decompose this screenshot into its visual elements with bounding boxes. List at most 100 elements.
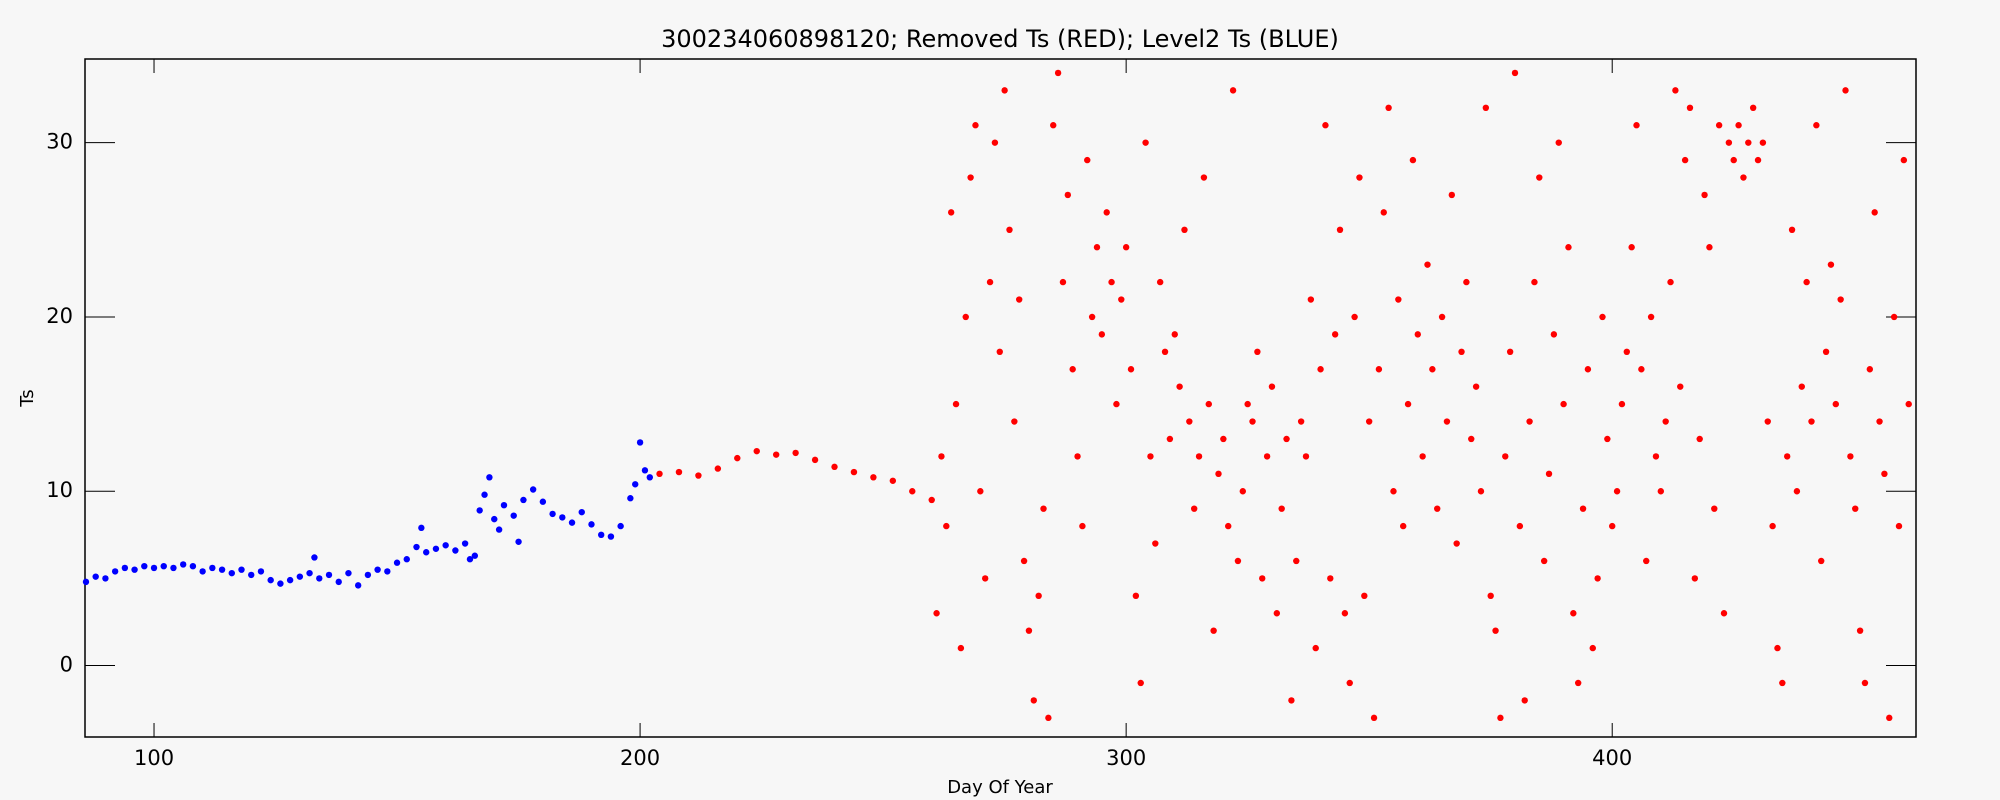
point: [1040, 505, 1047, 512]
point: [986, 278, 994, 286]
point: [1866, 366, 1874, 373]
point: [1190, 505, 1198, 512]
point: [1502, 453, 1509, 460]
point: [714, 465, 722, 472]
point: [1477, 488, 1485, 495]
point: [500, 501, 508, 509]
point: [972, 122, 979, 129]
point: [1351, 313, 1358, 321]
point: [316, 575, 323, 582]
point: [588, 521, 595, 528]
point: [423, 549, 430, 556]
point: [1886, 714, 1893, 722]
point: [1803, 278, 1810, 286]
point: [374, 566, 381, 573]
point: [1574, 679, 1582, 687]
point: [1837, 296, 1844, 303]
point: [1453, 540, 1460, 547]
point: [1152, 540, 1159, 547]
point: [1623, 348, 1630, 356]
point: [432, 545, 440, 552]
point: [1020, 557, 1028, 565]
point: [1725, 139, 1733, 146]
point: [1108, 278, 1115, 286]
point: [306, 569, 313, 577]
point: [1118, 296, 1125, 303]
point: [1045, 714, 1052, 722]
point: [627, 495, 634, 502]
point: [977, 488, 984, 495]
point: [1822, 348, 1830, 356]
y-tick-label: 20: [46, 304, 73, 328]
point: [520, 496, 527, 504]
point: [1297, 418, 1305, 425]
point: [1132, 592, 1140, 600]
point: [1818, 557, 1825, 565]
point: [549, 510, 556, 518]
point: [1365, 418, 1373, 425]
point: [1657, 488, 1665, 495]
x-tick-label: 400: [1592, 746, 1632, 770]
point: [1205, 400, 1212, 408]
point: [1239, 488, 1247, 495]
point: [1176, 383, 1183, 390]
point: [1419, 453, 1426, 460]
point: [1312, 644, 1319, 652]
point: [1468, 435, 1475, 443]
point: [1652, 453, 1660, 460]
point: [1540, 557, 1548, 565]
point: [1754, 156, 1762, 164]
point: [1346, 679, 1353, 687]
point: [1881, 470, 1888, 478]
point: [418, 524, 425, 532]
point: [218, 566, 226, 573]
point: [1098, 331, 1106, 338]
point: [641, 467, 649, 474]
point: [1361, 592, 1368, 600]
point: [1686, 104, 1694, 112]
point: [1302, 453, 1310, 460]
point: [1536, 174, 1543, 181]
point: [495, 526, 503, 533]
point: [1890, 313, 1898, 321]
point: [1545, 470, 1553, 478]
point: [1434, 505, 1441, 512]
point: [1861, 679, 1869, 687]
point: [466, 556, 474, 563]
point: [539, 498, 547, 505]
point: [1492, 627, 1499, 634]
point: [1074, 453, 1081, 460]
y-axis-label: Ts: [17, 389, 38, 407]
point: [1701, 191, 1708, 199]
point: [150, 564, 158, 572]
point: [617, 522, 624, 530]
point: [1589, 644, 1596, 652]
point: [792, 449, 799, 457]
point: [510, 512, 517, 519]
point: [345, 569, 352, 577]
point: [1579, 505, 1587, 512]
point: [1200, 174, 1208, 181]
point: [1842, 87, 1849, 94]
point: [1429, 366, 1436, 373]
point: [1234, 557, 1242, 565]
point: [1016, 296, 1023, 303]
point: [1322, 122, 1329, 129]
point: [121, 564, 129, 572]
point: [1720, 610, 1728, 617]
point: [1375, 366, 1383, 373]
point: [1798, 383, 1805, 390]
point: [1210, 627, 1217, 634]
point: [1400, 522, 1407, 530]
point: [1618, 400, 1626, 408]
point: [1613, 488, 1621, 495]
point: [811, 456, 819, 464]
point: [1813, 122, 1820, 129]
point: [1006, 226, 1013, 234]
point: [189, 562, 197, 570]
point: [1876, 418, 1883, 425]
point: [1774, 644, 1781, 652]
point: [1336, 226, 1344, 234]
point: [1404, 400, 1412, 408]
